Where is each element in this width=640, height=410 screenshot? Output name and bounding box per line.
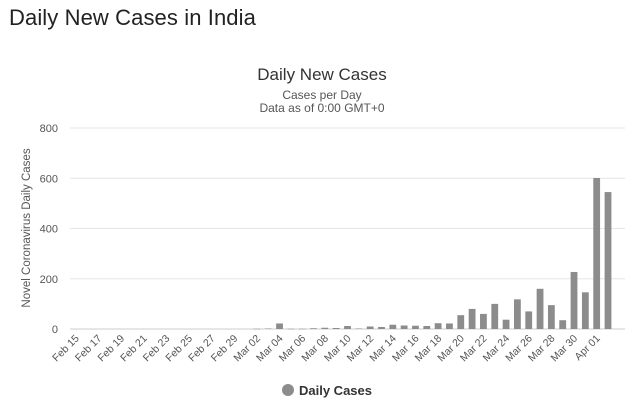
bar-mar-05[interactable] [287,328,295,330]
chart-subtitle-line-2: Data as of 0:00 GMT+0 [259,101,384,115]
bars [253,177,612,330]
bar-mar-20[interactable] [457,315,465,329]
bar-mar-17[interactable] [423,325,431,329]
bar-mar-13[interactable] [378,326,385,329]
bar-mar-15[interactable] [400,325,408,329]
y-axis-label: Novel Coronavirus Daily Cases [21,148,33,307]
y-tick-label: 800 [40,123,58,135]
y-tick-label: 600 [40,173,58,185]
legend[interactable]: Daily Cases [282,383,372,398]
bar-mar-06[interactable] [298,328,306,330]
bar-mar-08[interactable] [321,327,329,329]
page-heading: Daily New Cases in India [9,5,256,30]
bar-mar-07[interactable] [310,328,317,329]
legend-label-daily-cases[interactable]: Daily Cases [299,383,372,398]
bar-mar-18[interactable] [434,323,442,329]
bar-mar-14[interactable] [389,324,397,329]
bar-mar-09[interactable] [332,327,340,329]
bar-mar-12[interactable] [366,326,374,329]
bar-apr-02[interactable] [604,192,612,329]
bar-mar-19[interactable] [446,323,453,329]
bar-mar-21[interactable] [468,308,476,329]
bar-mar-25[interactable] [514,299,521,329]
bar-mar-31[interactable] [581,292,589,329]
bar-mar-16[interactable] [412,325,419,329]
legend-swatch-daily-cases[interactable] [282,384,294,396]
bar-mar-10[interactable] [344,325,351,329]
bar-mar-04[interactable] [276,323,283,329]
y-tick-label: 200 [40,274,58,286]
bar-mar-27[interactable] [536,288,544,329]
chart-subtitle-line-1: Cases per Day [282,88,361,102]
y-tick-labels: 0 200 400 600 800 [40,123,58,336]
y-tick-label: 0 [52,324,58,336]
chart-title: Daily New Cases [257,65,386,84]
bar-mar-03[interactable] [264,328,272,329]
bar-mar-02[interactable] [253,328,261,330]
bar-mar-22[interactable] [480,313,487,329]
bar-mar-23[interactable] [491,303,499,329]
bar-mar-30[interactable] [570,271,578,329]
x-tick-label: Apr 01 [572,333,602,363]
bar-mar-28[interactable] [547,305,555,329]
gridlines [70,127,625,330]
y-tick-label: 400 [40,224,58,236]
bar-mar-24[interactable] [502,319,510,329]
bar-apr-01[interactable] [593,177,601,329]
bar-mar-26[interactable] [525,311,533,329]
bar-mar-11[interactable] [355,328,363,329]
bar-mar-29[interactable] [559,320,567,329]
